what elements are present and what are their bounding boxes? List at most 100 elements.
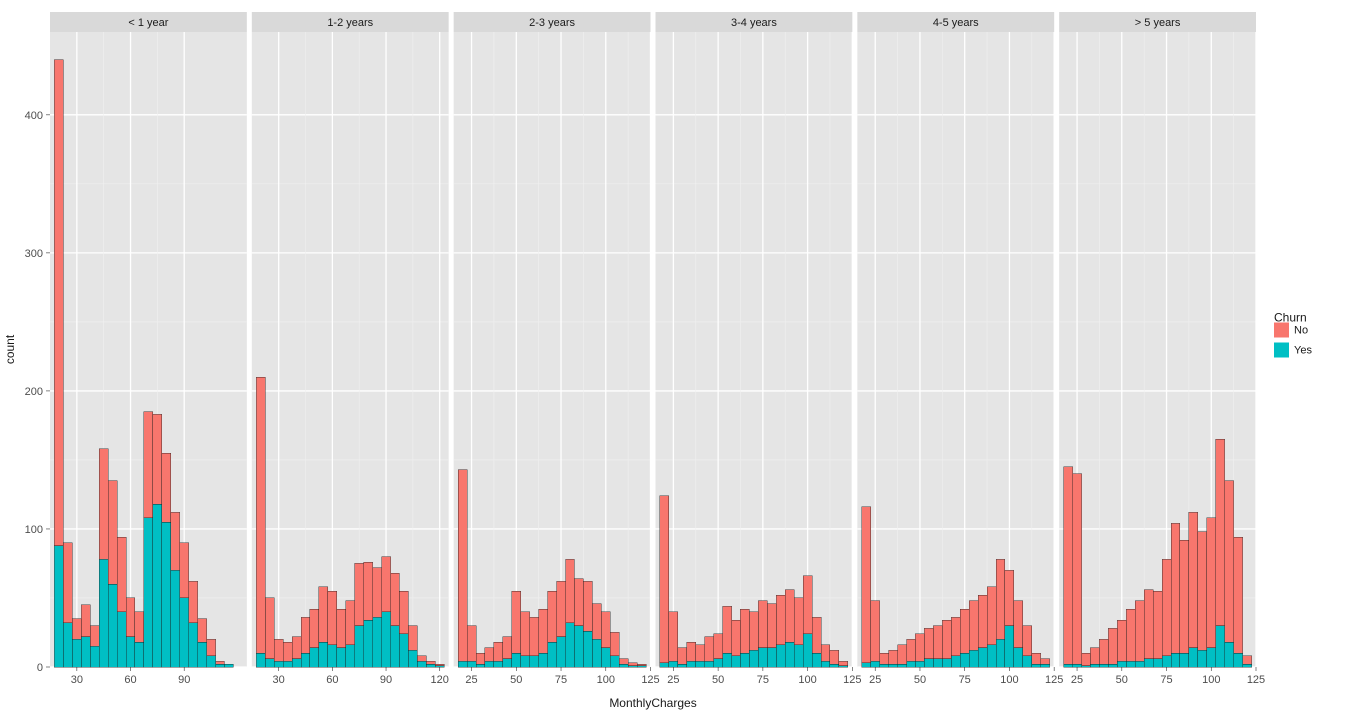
bar-yes bbox=[723, 653, 732, 667]
bar-no bbox=[862, 507, 871, 663]
bar-yes bbox=[960, 653, 969, 667]
bar-yes bbox=[1126, 661, 1135, 667]
x-tick-label: 75 bbox=[757, 674, 769, 686]
bar-no bbox=[1082, 653, 1091, 665]
bar-no bbox=[687, 642, 696, 661]
bar-no bbox=[1216, 439, 1225, 625]
bar-no bbox=[996, 559, 1005, 639]
bar-yes bbox=[987, 645, 996, 667]
x-tick-label: 125 bbox=[641, 674, 659, 686]
x-axis-title: MonthlyCharges bbox=[609, 696, 696, 710]
x-tick-label: 60 bbox=[326, 674, 338, 686]
bar-yes bbox=[1082, 666, 1091, 667]
bar-yes bbox=[705, 661, 714, 667]
bar-no bbox=[435, 664, 444, 665]
bar-no bbox=[310, 609, 319, 648]
bar-yes bbox=[583, 631, 592, 667]
bar-yes bbox=[1207, 648, 1216, 667]
bar-yes bbox=[862, 663, 871, 667]
bar-no bbox=[978, 595, 987, 647]
bar-no bbox=[144, 412, 153, 518]
bar-yes bbox=[476, 664, 485, 667]
bar-yes bbox=[1189, 648, 1198, 667]
bar-no bbox=[117, 537, 126, 612]
bar-yes bbox=[978, 648, 987, 667]
bar-no bbox=[637, 664, 646, 665]
bar-no bbox=[171, 512, 180, 570]
bar-yes bbox=[732, 656, 741, 667]
bar-yes bbox=[310, 648, 319, 667]
bar-yes bbox=[821, 661, 830, 667]
x-tick-label: 100 bbox=[798, 674, 816, 686]
bar-no bbox=[830, 650, 839, 664]
bar-no bbox=[1189, 512, 1198, 647]
x-tick-label: 25 bbox=[869, 674, 881, 686]
bar-no bbox=[207, 639, 216, 656]
bar-no bbox=[153, 414, 162, 504]
x-tick-label: 120 bbox=[431, 674, 449, 686]
bar-yes bbox=[512, 653, 521, 667]
facet-label: 2-3 years bbox=[529, 17, 575, 29]
x-tick-label: 30 bbox=[71, 674, 83, 686]
chart-root: 0100200300400countMonthlyCharges< 1 year… bbox=[0, 0, 1366, 715]
bar-no bbox=[951, 617, 960, 656]
bar-yes bbox=[637, 666, 646, 667]
bar-no bbox=[283, 642, 292, 661]
bar-yes bbox=[678, 664, 687, 667]
bar-yes bbox=[1090, 664, 1099, 667]
bar-yes bbox=[467, 661, 476, 667]
bar-no bbox=[767, 604, 776, 648]
bar-yes bbox=[696, 661, 705, 667]
bar-yes bbox=[794, 645, 803, 667]
facet-label: > 5 years bbox=[1135, 17, 1181, 29]
bar-no bbox=[1032, 653, 1041, 664]
y-tick-label: 100 bbox=[25, 524, 43, 536]
bar-no bbox=[812, 617, 821, 653]
bar-no bbox=[915, 634, 924, 662]
bar-yes bbox=[135, 642, 144, 667]
bar-no bbox=[1153, 591, 1162, 659]
panel-bg bbox=[454, 32, 651, 667]
bar-no bbox=[1090, 648, 1099, 665]
bar-yes bbox=[319, 642, 328, 667]
facet-label: 4-5 years bbox=[933, 17, 979, 29]
bar-yes bbox=[1041, 664, 1050, 667]
x-tick-label: 50 bbox=[712, 674, 724, 686]
bar-yes bbox=[458, 661, 467, 667]
bar-no bbox=[494, 642, 503, 661]
bar-no bbox=[628, 663, 637, 666]
x-tick-label: 90 bbox=[178, 674, 190, 686]
bar-no bbox=[373, 568, 382, 618]
bar-no bbox=[512, 591, 521, 653]
x-tick-label: 100 bbox=[1000, 674, 1018, 686]
bar-no bbox=[723, 606, 732, 653]
bar-no bbox=[1234, 537, 1243, 653]
bar-no bbox=[292, 637, 301, 659]
bar-no bbox=[274, 639, 283, 661]
bar-yes bbox=[274, 661, 283, 667]
bar-no bbox=[669, 612, 678, 662]
bar-yes bbox=[1234, 653, 1243, 667]
y-tick-label: 300 bbox=[25, 248, 43, 260]
panel-bg bbox=[656, 32, 853, 667]
bar-yes bbox=[301, 653, 310, 667]
bar-no bbox=[54, 60, 63, 546]
bar-no bbox=[81, 605, 90, 637]
bar-yes bbox=[1032, 664, 1041, 667]
x-tick-label: 30 bbox=[273, 674, 285, 686]
bar-yes bbox=[382, 612, 391, 667]
bar-yes bbox=[767, 648, 776, 667]
bar-no bbox=[1171, 523, 1180, 653]
bar-yes bbox=[337, 648, 346, 667]
bar-yes bbox=[839, 666, 848, 667]
bar-no bbox=[265, 598, 274, 659]
bar-no bbox=[1126, 609, 1135, 661]
bar-no bbox=[871, 601, 880, 662]
bar-yes bbox=[1198, 650, 1207, 667]
bar-yes bbox=[355, 626, 364, 667]
bar-yes bbox=[63, 623, 72, 667]
x-tick-label: 75 bbox=[1160, 674, 1172, 686]
bar-no bbox=[198, 619, 207, 642]
bar-yes bbox=[364, 620, 373, 667]
bar-yes bbox=[785, 642, 794, 667]
